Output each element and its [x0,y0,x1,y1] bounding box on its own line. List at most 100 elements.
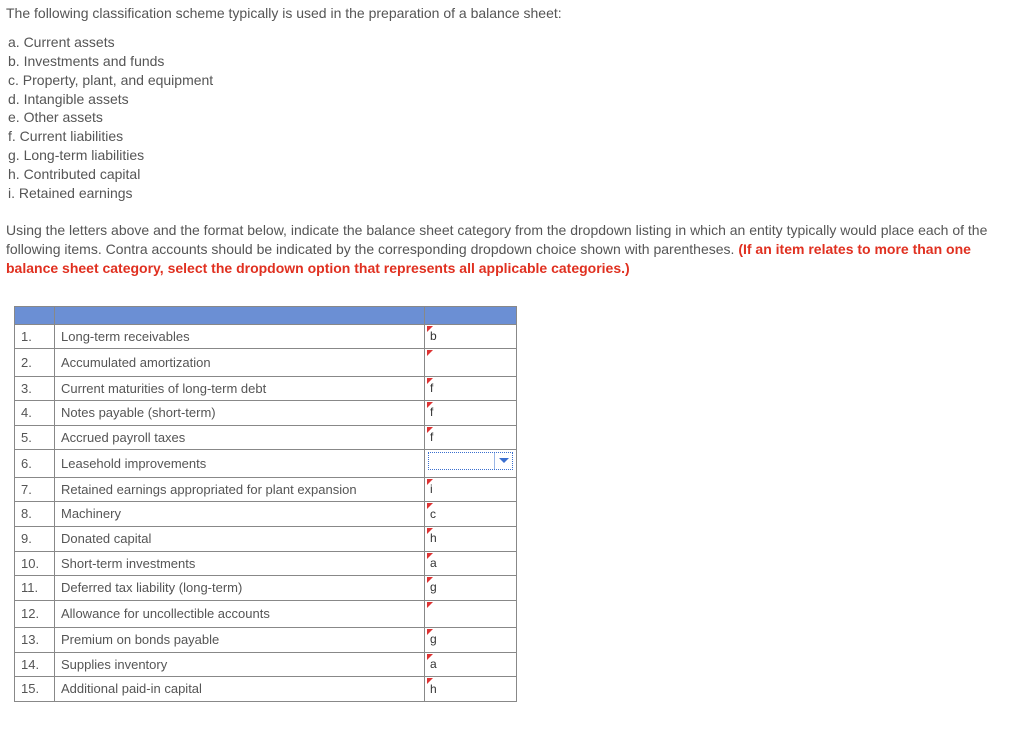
answer-dropdown[interactable]: b [425,324,517,349]
row-number: 11. [15,576,55,601]
answer-dropdown[interactable]: f [425,425,517,450]
classification-scheme-list: a. Current assets b. Investments and fun… [8,33,1018,203]
table-row: 11.Deferred tax liability (long-term)g [15,576,517,601]
table-header-row [15,306,517,324]
answer-dropdown[interactable]: a [425,652,517,677]
row-number: 13. [15,628,55,653]
row-description: Leasehold improvements [55,450,425,478]
table-row: 9.Donated capitalh [15,526,517,551]
table-row: 14.Supplies inventorya [15,652,517,677]
answer-dropdown[interactable]: g [425,628,517,653]
grading-tick-icon [427,479,433,485]
row-description: Retained earnings appropriated for plant… [55,477,425,502]
row-number: 12. [15,600,55,628]
scheme-item: h. Contributed capital [8,165,1018,184]
scheme-item: d. Intangible assets [8,90,1018,109]
answer-value[interactable]: g [428,579,513,597]
row-description: Premium on bonds payable [55,628,425,653]
table-row: 4.Notes payable (short-term)f [15,401,517,426]
scheme-item: i. Retained earnings [8,184,1018,203]
answer-value[interactable]: b [428,328,513,346]
grading-tick-icon [427,553,433,559]
row-description: Deferred tax liability (long-term) [55,576,425,601]
row-number: 10. [15,551,55,576]
answer-dropdown[interactable] [425,450,517,478]
row-description: Allowance for uncollectible accounts [55,600,425,628]
row-description: Accumulated amortization [55,349,425,377]
row-number: 14. [15,652,55,677]
answer-dropdown[interactable]: h [425,677,517,702]
row-number: 7. [15,477,55,502]
row-description: Additional paid-in capital [55,677,425,702]
answer-value[interactable] [428,452,513,470]
scheme-item: g. Long-term liabilities [8,146,1018,165]
grading-tick-icon [427,678,433,684]
row-description: Current maturities of long-term debt [55,376,425,401]
row-description: Notes payable (short-term) [55,401,425,426]
row-number: 2. [15,349,55,377]
grading-tick-icon [427,350,433,356]
row-number: 5. [15,425,55,450]
grading-tick-icon [427,427,433,433]
answer-value[interactable]: f [428,380,513,398]
grading-tick-icon [427,602,433,608]
answer-dropdown[interactable] [425,600,517,628]
grading-tick-icon [427,503,433,509]
answer-value[interactable]: h [428,530,513,548]
answer-dropdown[interactable]: c [425,502,517,527]
answer-value[interactable]: a [428,555,513,573]
table-row: 1.Long-term receivablesb [15,324,517,349]
table-row: 6.Leasehold improvements [15,450,517,478]
table-row: 5.Accrued payroll taxesf [15,425,517,450]
row-description: Accrued payroll taxes [55,425,425,450]
row-description: Long-term receivables [55,324,425,349]
row-description: Short-term investments [55,551,425,576]
answer-value[interactable]: f [428,404,513,422]
answer-dropdown[interactable]: g [425,576,517,601]
scheme-item: f. Current liabilities [8,127,1018,146]
grading-tick-icon [427,577,433,583]
intro-text: The following classification scheme typi… [6,4,1018,23]
row-number: 6. [15,450,55,478]
row-number: 3. [15,376,55,401]
answer-value[interactable] [428,351,513,369]
table-row: 7.Retained earnings appropriated for pla… [15,477,517,502]
answer-value[interactable]: a [428,656,513,674]
instructions-paragraph: Using the letters above and the format b… [6,221,1018,278]
grading-tick-icon [427,629,433,635]
answer-dropdown[interactable] [425,349,517,377]
answer-dropdown[interactable]: i [425,477,517,502]
table-row: 12.Allowance for uncollectible accounts [15,600,517,628]
answer-value[interactable]: g [428,631,513,649]
row-number: 4. [15,401,55,426]
scheme-item: b. Investments and funds [8,52,1018,71]
answer-value[interactable]: h [428,681,513,699]
row-number: 1. [15,324,55,349]
scheme-item: e. Other assets [8,108,1018,127]
answer-dropdown[interactable]: f [425,401,517,426]
answer-value[interactable] [428,603,513,621]
answer-dropdown[interactable]: f [425,376,517,401]
grading-tick-icon [427,528,433,534]
answer-dropdown[interactable]: a [425,551,517,576]
table-row: 13.Premium on bonds payableg [15,628,517,653]
answer-value[interactable]: f [428,429,513,447]
table-row: 8.Machineryc [15,502,517,527]
row-number: 15. [15,677,55,702]
grading-tick-icon [427,378,433,384]
answer-table: 1.Long-term receivablesb2.Accumulated am… [14,306,517,702]
scheme-item: c. Property, plant, and equipment [8,71,1018,90]
table-row: 10.Short-term investmentsa [15,551,517,576]
row-number: 8. [15,502,55,527]
scheme-item: a. Current assets [8,33,1018,52]
table-row: 3.Current maturities of long-term debtf [15,376,517,401]
answer-dropdown[interactable]: h [425,526,517,551]
chevron-down-icon[interactable] [494,453,512,469]
answer-value[interactable]: c [428,506,513,524]
answer-value[interactable]: i [428,481,513,499]
grading-tick-icon [427,402,433,408]
row-description: Donated capital [55,526,425,551]
row-description: Machinery [55,502,425,527]
row-description: Supplies inventory [55,652,425,677]
table-row: 2.Accumulated amortization [15,349,517,377]
